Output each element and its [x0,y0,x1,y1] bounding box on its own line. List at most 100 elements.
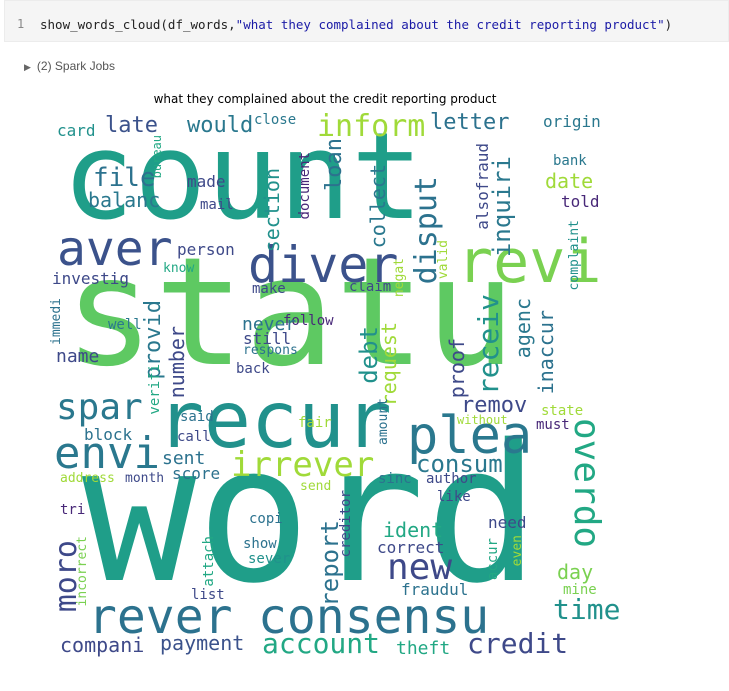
code-function-call: show_words_cloud(df_words, [40,17,236,32]
word-well: well [108,317,142,333]
word-balanc: balanc [88,188,161,212]
word-collect: collect [366,164,390,249]
word-copi: copi [249,511,283,527]
word-like: like [437,489,471,505]
word-fraudul: fraudul [401,580,469,599]
word-claim: claim [349,279,392,295]
word-inaccur: inaccur [534,310,558,395]
word-sent: sent [162,448,206,469]
word-even: even [510,535,525,567]
word-file: file [93,163,156,193]
word-proof: proof [445,338,469,399]
word-respons: respons [243,343,298,358]
word-accur: accur [485,538,501,581]
word-number: number [165,326,189,399]
word-inquiri: inquiri [488,156,516,258]
word-aver: aver [57,221,173,277]
word-state: state [541,403,584,419]
word-tri: tri [60,502,86,518]
word-consensu: consensu [258,589,490,645]
word-never: never [242,314,297,335]
word-creditor: creditor [338,490,354,558]
word-follow: follow [283,313,334,329]
triangle-right-icon: ▶ [24,62,31,72]
word-new: new [387,547,453,588]
word-list: list [191,587,225,603]
plot-title: what they complained about the credit re… [153,92,497,106]
word-alsofraud: alsofraud [473,143,492,230]
word-would: would [187,113,254,138]
word-sinc: sinc [378,471,412,487]
word-date: date [545,169,594,193]
word-send: send [300,479,332,494]
word-person: person [177,240,235,259]
word-mail: mail [200,197,234,213]
word-investig: investig [52,269,130,288]
word-bank: bank [553,153,587,169]
word-revi: revi [457,227,602,297]
word-made: made [187,172,226,191]
word-show: show [243,536,277,552]
word-agenc: agenc [511,298,535,359]
word-letter: letter [430,110,510,135]
word-attach: attach [201,536,217,587]
word-address: address [60,471,115,486]
word-bureau: bureau [150,135,164,179]
word-without: without [457,413,508,427]
word-block: block [84,425,133,444]
word-envi: envi [54,428,160,479]
word-call: call [177,429,211,445]
word-verifi: verifi [147,364,163,415]
spark-jobs-label: (2) Spark Jobs [36,59,115,73]
word-valid: valid [436,240,451,280]
word-spar: spar [56,387,143,428]
word-card: card [57,121,96,140]
word-theft: theft [396,638,451,659]
word-back: back [236,361,270,377]
word-said: said [180,409,214,425]
word-fair: fair [298,415,332,431]
word-document: document [297,152,313,220]
word-receiv: receiv [472,294,505,396]
word-mine: mine [563,582,597,598]
word-statu: statu [64,226,516,400]
word-negat: negat [392,258,407,298]
cell-code[interactable]: show_words_cloud(df_words,"what they com… [40,17,672,32]
word-debt: debt [355,326,383,384]
word-still: still [243,329,292,348]
word-must: must [536,417,570,433]
word-section: section [260,168,284,253]
word-inform: inform [317,109,426,144]
word-diver: diver [248,236,399,294]
word-complaint: complaint [567,220,582,291]
word-compani: compani [60,633,145,657]
word-credit: credit [467,627,569,660]
word-author: author [426,471,477,487]
word-make: make [252,281,286,297]
word-plea: plea [407,406,533,466]
code-closing-paren: ) [664,17,673,32]
word-consum: consum [416,450,503,478]
word-remov: remov [461,393,528,418]
word-score: score [172,464,221,483]
word-count: count [62,108,424,247]
word-late: late [105,113,158,138]
word-need: need [488,513,527,532]
word-amount: amount [376,398,391,445]
word-told: told [561,192,600,211]
cell-line-number: 1 [17,17,25,31]
word-name: name [56,346,100,367]
code-cell[interactable]: 1 show_words_cloud(df_words,"what they c… [4,0,729,42]
word-ident: ident [383,518,444,542]
word-correct: correct [377,538,445,557]
word-account: account [262,627,381,660]
spark-jobs-toggle[interactable]: ▶ (2) Spark Jobs [24,59,115,73]
word-incorrect: incorrect [75,536,90,607]
word-close: close [254,112,297,128]
code-string-literal: "what they complained about the credit r… [235,17,665,32]
word-rever: rever [88,589,233,645]
word-know: know [163,261,195,276]
word-day: day [557,560,594,584]
word-word: word [82,404,540,625]
